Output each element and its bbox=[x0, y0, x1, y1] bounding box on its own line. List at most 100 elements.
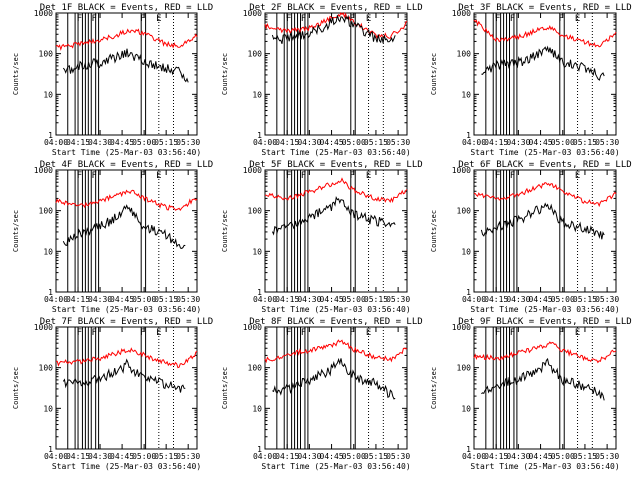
marker-label: F bbox=[559, 328, 564, 338]
lld-series-line bbox=[55, 189, 198, 212]
x-tick-label: 04:30 bbox=[506, 295, 530, 304]
x-tick-label: 04:45 bbox=[529, 452, 553, 461]
marker-label: E bbox=[575, 328, 580, 338]
y-tick-label: 1000 bbox=[452, 323, 471, 332]
marker-label: F bbox=[559, 14, 564, 24]
x-tick-label: 05:30 bbox=[176, 452, 200, 461]
x-tick-label: 05:30 bbox=[176, 295, 200, 304]
x-tick-label: 04:00 bbox=[44, 295, 68, 304]
x-axis-label: Start Time (25-Mar-03 03:56:40) bbox=[52, 148, 201, 157]
marker-label: E bbox=[156, 14, 161, 24]
y-axis-label: Counts/sec bbox=[221, 53, 229, 95]
panel-det-4: Det 4F BLACK = Events, RED = LLD 1 10 100 10… bbox=[12, 160, 213, 314]
plot-frame bbox=[264, 169, 408, 293]
marker-label: F bbox=[510, 14, 515, 24]
x-tick-label: 04:15 bbox=[275, 452, 299, 461]
x-tick-label: 05:30 bbox=[595, 138, 619, 147]
y-tick-label: 1 bbox=[257, 288, 262, 297]
y-tick-label: 1 bbox=[48, 131, 53, 140]
panel-det-1: Det 1F BLACK = Events, RED = LLD 1 10 100 10… bbox=[12, 3, 213, 157]
y-axis-label: Counts/sec bbox=[12, 53, 20, 95]
x-tick-label: 05:15 bbox=[154, 138, 178, 147]
y-tick-label: 1 bbox=[466, 445, 471, 454]
panel-title: Det 9F BLACK = Events, RED = LLD bbox=[458, 317, 631, 327]
x-axis-label: Start Time (25-Mar-03 03:56:40) bbox=[52, 305, 201, 314]
y-tick-label: 10 bbox=[252, 247, 262, 256]
x-tick-label: 04:00 bbox=[462, 452, 486, 461]
lld-series-line bbox=[264, 177, 408, 204]
y-tick-label: 1000 bbox=[34, 9, 53, 18]
x-tick-label: 04:00 bbox=[253, 138, 277, 147]
x-tick-label: 04:45 bbox=[320, 295, 344, 304]
x-tick-label: 04:15 bbox=[484, 295, 508, 304]
y-tick-label: 100 bbox=[39, 50, 54, 59]
y-tick-label: 10 bbox=[43, 247, 53, 256]
x-tick-label: 04:30 bbox=[88, 295, 112, 304]
y-axis-label: Counts/sec bbox=[12, 210, 20, 252]
x-tick-label: 05:00 bbox=[342, 295, 366, 304]
x-axis-label: Start Time (25-Mar-03 03:56:40) bbox=[261, 305, 410, 314]
y-tick-label: 1000 bbox=[452, 9, 471, 18]
y-tick-label: 1000 bbox=[243, 9, 262, 18]
marker-label: F bbox=[77, 328, 82, 338]
marker-label: F bbox=[91, 14, 96, 24]
events-series-line bbox=[271, 14, 396, 44]
x-tick-label: 05:00 bbox=[342, 452, 366, 461]
marker-label: F bbox=[301, 328, 306, 338]
marker-label: F bbox=[286, 328, 291, 338]
marker-label: F bbox=[91, 328, 96, 338]
plot-frame bbox=[55, 326, 198, 450]
x-tick-label: 04:15 bbox=[484, 452, 508, 461]
x-axis-label: Start Time (25-Mar-03 03:56:40) bbox=[52, 462, 201, 471]
x-tick-label: 04:00 bbox=[462, 138, 486, 147]
plot-frame bbox=[473, 326, 617, 450]
plot-frame bbox=[473, 12, 617, 136]
marker-label: F bbox=[77, 171, 82, 181]
panel-title: Det 1F BLACK = Events, RED = LLD bbox=[40, 3, 213, 13]
x-tick-label: 05:15 bbox=[154, 452, 178, 461]
panel-title: Det 4F BLACK = Events, RED = LLD bbox=[40, 160, 213, 170]
x-tick-label: 04:15 bbox=[275, 138, 299, 147]
panel-title: Det 7F BLACK = Events, RED = LLD bbox=[40, 317, 213, 327]
y-tick-label: 100 bbox=[39, 207, 54, 216]
marker-label: E bbox=[156, 328, 161, 338]
x-tick-label: 04:45 bbox=[110, 295, 134, 304]
marker-label: F bbox=[510, 328, 515, 338]
lld-series-line bbox=[473, 19, 617, 48]
marker-label: F bbox=[495, 14, 500, 24]
y-tick-label: 1000 bbox=[34, 166, 53, 175]
y-tick-label: 100 bbox=[39, 364, 54, 373]
panel-title: Det 2F BLACK = Events, RED = LLD bbox=[249, 3, 422, 13]
marker-label: E bbox=[575, 171, 580, 181]
lld-series-line bbox=[264, 11, 408, 39]
panel-title: Det 3F BLACK = Events, RED = LLD bbox=[458, 3, 631, 13]
events-series-line bbox=[62, 204, 186, 249]
x-tick-label: 05:15 bbox=[364, 295, 388, 304]
x-axis-label: Start Time (25-Mar-03 03:56:40) bbox=[470, 462, 619, 471]
x-tick-label: 04:15 bbox=[66, 295, 90, 304]
plot-frame bbox=[55, 169, 198, 293]
x-tick-label: 05:00 bbox=[551, 295, 575, 304]
marker-label: F bbox=[559, 171, 564, 181]
panel-title: Det 8F BLACK = Events, RED = LLD bbox=[249, 317, 422, 327]
plot-frame bbox=[264, 12, 408, 136]
marker-label: F bbox=[140, 14, 145, 24]
marker-label: F bbox=[495, 171, 500, 181]
lld-series-line bbox=[264, 339, 408, 364]
marker-label: F bbox=[77, 14, 82, 24]
marker-label: F bbox=[301, 14, 306, 24]
x-tick-label: 05:15 bbox=[364, 452, 388, 461]
y-tick-label: 1 bbox=[257, 445, 262, 454]
panel-title: Det 5F BLACK = Events, RED = LLD bbox=[249, 160, 422, 170]
marker-label: F bbox=[350, 328, 355, 338]
marker-label: E bbox=[156, 171, 161, 181]
y-tick-label: 1000 bbox=[34, 323, 53, 332]
y-tick-label: 1 bbox=[48, 288, 53, 297]
events-series-line bbox=[62, 358, 186, 393]
marker-label: E bbox=[366, 328, 371, 338]
y-tick-label: 100 bbox=[248, 364, 263, 373]
x-tick-label: 05:30 bbox=[595, 295, 619, 304]
x-tick-label: 04:30 bbox=[506, 452, 530, 461]
y-tick-label: 100 bbox=[457, 364, 472, 373]
panel-det-2: Det 2F BLACK = Events, RED = LLD 1 10 100 10… bbox=[221, 3, 423, 157]
